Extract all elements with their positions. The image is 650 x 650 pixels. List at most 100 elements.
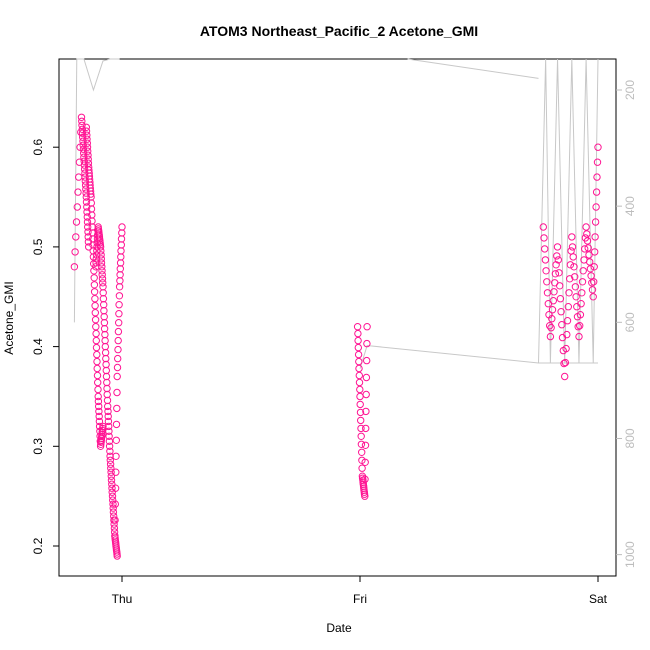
x-tick-label: Thu: [112, 592, 133, 606]
data-point: [592, 188, 601, 196]
data-point: [79, 133, 87, 141]
data-point: [80, 161, 89, 169]
data-point: [105, 437, 114, 445]
data-point: [111, 532, 119, 540]
data-point: [104, 417, 113, 426]
data-point: [556, 295, 565, 303]
data-point: [113, 363, 122, 372]
data-point: [90, 267, 98, 275]
data-point: [97, 251, 105, 259]
data-point: [590, 278, 598, 286]
data-point: [105, 422, 113, 431]
data-point: [558, 321, 566, 329]
data-point: [95, 407, 103, 416]
data-point: [354, 329, 362, 338]
data-point: [550, 288, 558, 296]
data-point: [78, 129, 87, 137]
data-point: [92, 336, 101, 345]
data-point: [363, 356, 371, 365]
data-point: [586, 258, 594, 266]
data-point: [102, 372, 111, 381]
data-point: [577, 300, 585, 308]
data-point: [80, 157, 88, 165]
altitude-line: [538, 58, 599, 363]
data-point: [115, 283, 124, 291]
data-point: [565, 289, 573, 297]
data-point: [93, 247, 101, 255]
data-point: [101, 348, 110, 357]
data-point: [582, 223, 590, 231]
x-tick-label: Sat: [589, 592, 608, 606]
data-point: [593, 158, 602, 166]
right-tick-label: 600: [623, 312, 637, 332]
data-point: [92, 343, 101, 352]
right-tick-label: 400: [623, 196, 637, 216]
data-point: [82, 198, 91, 206]
data-point: [113, 552, 121, 560]
data-point: [555, 269, 563, 277]
data-point: [84, 233, 92, 241]
data-point: [104, 407, 112, 416]
right-tick-label: 1000: [623, 541, 637, 568]
data-point: [75, 173, 83, 181]
plot-frame: [58, 58, 617, 577]
data-point: [81, 177, 90, 185]
data-point: [355, 378, 364, 387]
data-point: [357, 432, 365, 440]
data-point: [356, 408, 365, 417]
data-point: [105, 442, 114, 450]
data-point: [106, 447, 114, 455]
data-point: [109, 500, 117, 508]
data-point: [571, 273, 579, 281]
data-point: [83, 139, 92, 147]
data-point: [91, 295, 99, 303]
data-point: [574, 323, 582, 331]
data-point: [117, 253, 125, 261]
data-point: [81, 173, 89, 181]
data-point: [109, 508, 118, 516]
data-point: [73, 203, 82, 211]
data-point: [92, 255, 101, 263]
data-point: [581, 245, 589, 253]
data-point: [557, 308, 565, 316]
y-tick-label: 0.4: [31, 338, 45, 355]
data-point: [77, 113, 86, 122]
data-point: [91, 316, 100, 324]
data-point: [92, 323, 100, 331]
data-point: [101, 336, 109, 345]
data-point: [108, 480, 116, 488]
data-point: [94, 385, 102, 394]
data-point: [113, 372, 121, 381]
data-point: [105, 427, 113, 435]
data-point: [113, 388, 121, 397]
y-tick-label: 0.3: [31, 438, 45, 455]
data-point: [107, 476, 116, 484]
data-point: [97, 247, 105, 255]
data-point: [357, 424, 365, 433]
data-point: [79, 137, 87, 145]
data-point: [82, 185, 90, 193]
data-point: [354, 350, 363, 359]
data-point: [83, 131, 91, 139]
data-point: [578, 289, 586, 297]
data-point: [82, 123, 91, 132]
data-point: [570, 263, 578, 271]
data-point: [78, 117, 86, 126]
data-point: [84, 159, 93, 167]
data-point: [362, 424, 370, 433]
data-point: [98, 275, 107, 283]
data-point: [114, 327, 123, 336]
data-point: [584, 244, 592, 252]
data-point: [354, 343, 362, 352]
data-point: [576, 311, 585, 319]
data-point: [83, 135, 91, 143]
data-point: [98, 263, 106, 271]
data-point: [113, 404, 121, 413]
data-point: [94, 397, 103, 406]
data-point: [98, 267, 106, 275]
y-tick-label: 0.5: [31, 238, 45, 255]
data-point: [94, 378, 102, 387]
data-point: [82, 189, 90, 197]
data-point: [363, 323, 371, 331]
data-point: [546, 332, 555, 341]
